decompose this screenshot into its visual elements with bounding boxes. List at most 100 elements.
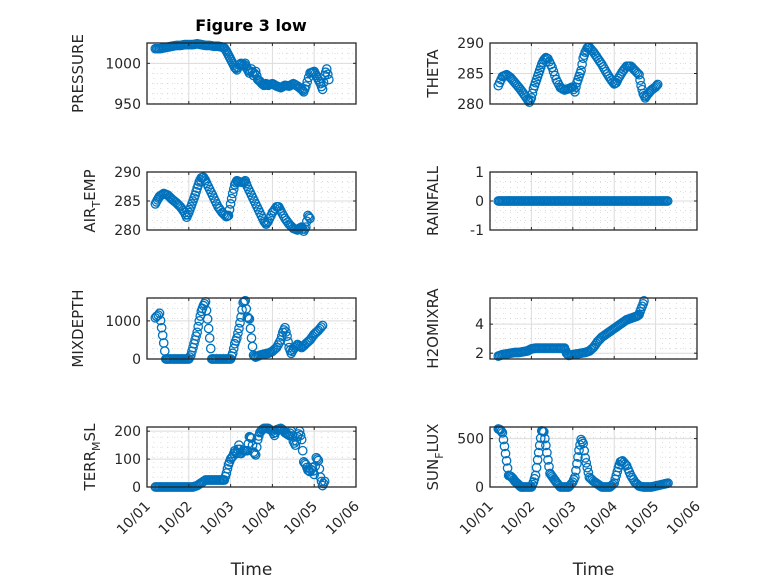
- data-point: [662, 196, 673, 206]
- data-point: [300, 81, 311, 91]
- data-point: [634, 69, 644, 80]
- y-tick-label: 290: [114, 165, 141, 181]
- y-tick-label: -1: [470, 223, 484, 239]
- subplot-terr-msl: 0 100 200 TERRMSL 10/01 10/02 10/03 10/04 10/05 1…: [81, 423, 363, 580]
- y-axis-label: H2OMIXRA: [424, 288, 442, 369]
- data-point: [574, 445, 584, 456]
- y-tick-label: 0: [132, 352, 141, 368]
- data-point: [202, 314, 213, 324]
- data-point: [639, 296, 649, 306]
- data-point: [583, 467, 594, 478]
- y-axis-label: AIRTEMP: [81, 169, 103, 232]
- x-axis-label: Time: [230, 560, 273, 580]
- data-point: [199, 298, 210, 309]
- data-point: [248, 447, 259, 457]
- data-point: [542, 447, 552, 458]
- y-tick-label: 200: [114, 424, 141, 440]
- y-tick-label: 500: [457, 432, 484, 448]
- data-point: [571, 465, 581, 476]
- data-point: [303, 210, 313, 221]
- data-point: [235, 317, 245, 328]
- data-point: [541, 440, 551, 451]
- data-point: [226, 193, 237, 204]
- data-point: [243, 313, 254, 323]
- data-point: [296, 434, 307, 445]
- y-tick-label: 950: [114, 97, 141, 113]
- data-point: [652, 79, 663, 90]
- series-pressure: [150, 38, 334, 97]
- data-point: [500, 448, 511, 459]
- data-point: [244, 314, 255, 324]
- y-tick-label: 280: [457, 97, 484, 113]
- data-point: [305, 213, 315, 224]
- axes-box: [489, 297, 698, 360]
- subplot-sun-flux: 0 500 SUNFLUX 10/01 10/02 10/03 10/04 10/05 10/0…: [424, 424, 704, 580]
- data-point: [251, 70, 262, 81]
- data-point: [323, 74, 334, 85]
- data-point: [570, 86, 580, 97]
- data-point: [199, 174, 210, 184]
- y-tick-label: 285: [457, 67, 484, 83]
- chart-title: Figure 3 low: [195, 16, 307, 35]
- subplot-pressure: 950 1000 PRESSURE: [69, 34, 357, 113]
- data-point: [232, 333, 242, 343]
- data-point: [317, 84, 328, 95]
- subplot-mixdepth: 0 1000 MIXDEPTH: [69, 289, 357, 368]
- data-point: [283, 336, 293, 347]
- x-tick-label: 10/06: [664, 498, 704, 538]
- subplot-theta: 280 285 290 THETA: [424, 36, 698, 113]
- data-point: [191, 331, 201, 341]
- data-point: [184, 352, 195, 362]
- data-point: [243, 438, 254, 449]
- y-tick-label: 0: [132, 480, 141, 496]
- data-point: [227, 188, 238, 199]
- data-point: [577, 436, 587, 447]
- data-point: [632, 68, 643, 79]
- data-point: [203, 323, 214, 334]
- y-axis-label: MIXDEPTH: [69, 289, 87, 367]
- x-tick-label: 10/05: [623, 499, 663, 539]
- data-point: [225, 199, 236, 209]
- data-point: [620, 459, 631, 469]
- data-point: [204, 333, 215, 343]
- data-point: [154, 308, 165, 319]
- x-tick-label: 10/03: [198, 499, 238, 539]
- data-point: [314, 323, 325, 334]
- y-axis-label: THETA: [424, 49, 442, 99]
- data-point: [242, 312, 253, 322]
- data-point: [234, 60, 244, 70]
- data-point: [631, 67, 642, 77]
- data-point: [635, 75, 645, 86]
- data-point: [599, 64, 610, 75]
- y-tick-label: 290: [457, 36, 484, 52]
- data-point: [499, 441, 510, 452]
- data-point: [543, 455, 553, 465]
- data-point: [227, 348, 238, 359]
- data-point: [321, 64, 332, 74]
- data-point: [245, 323, 256, 334]
- x-tick-label: 10/01: [114, 499, 154, 539]
- subplot-air-temp: 280 285 290 AIRTEMP: [81, 165, 357, 239]
- x-tick-label: 10/04: [581, 498, 621, 538]
- data-point: [651, 80, 662, 91]
- x-axis-label: Time: [572, 560, 615, 580]
- x-tick-label: 10/01: [457, 499, 497, 539]
- x-tick-label: 10/03: [540, 499, 580, 539]
- series-theta: [493, 42, 663, 108]
- data-point: [294, 340, 304, 351]
- data-point: [316, 322, 327, 332]
- y-tick-label: 4: [475, 317, 484, 333]
- y-tick-label: 2: [475, 346, 484, 362]
- data-point: [249, 448, 260, 459]
- data-point: [570, 472, 580, 483]
- data-point: [540, 433, 550, 444]
- data-point: [304, 212, 314, 222]
- data-point: [318, 77, 329, 88]
- data-point: [302, 76, 313, 87]
- y-axis-label: SUNFLUX: [424, 424, 446, 491]
- y-tick-label: 285: [114, 194, 141, 210]
- data-point: [153, 310, 164, 321]
- data-point: [193, 321, 204, 332]
